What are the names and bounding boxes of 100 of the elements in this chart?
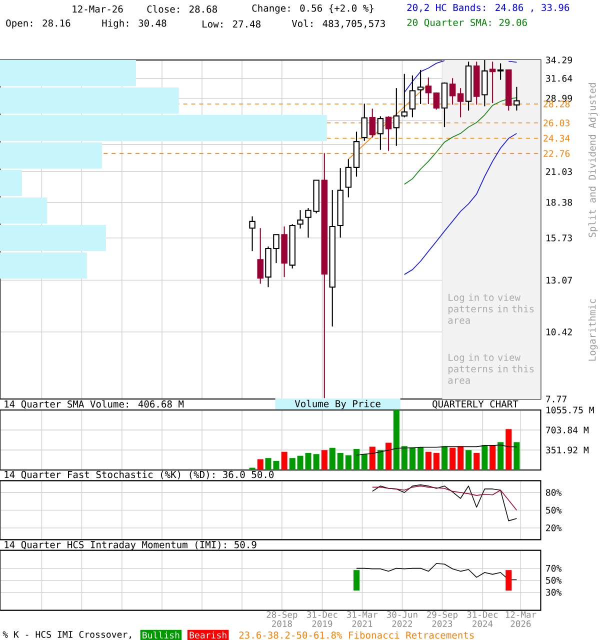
line-series — [372, 484, 518, 522]
y-tick-label: 80% — [546, 489, 562, 496]
bar — [354, 448, 360, 470]
chart-title: 14 Quarter Fast Stochastic (%K) (%D): 36.0 50.0 — [4, 470, 274, 480]
text: 20,2 HC Bands: 24.86 , 33.96 — [407, 4, 570, 12]
candlestick — [361, 103, 368, 142]
candlestick — [449, 78, 456, 106]
ref-line-label: 24.34 — [544, 134, 570, 142]
bar — [474, 452, 480, 470]
text: Close: 28.68 — [147, 5, 217, 13]
candlestick — [297, 210, 304, 230]
y-tick-label: 10.42 — [546, 328, 572, 336]
bar — [345, 455, 352, 470]
y-axis-title: Split and Dividend Adjusted — [588, 83, 598, 238]
candlestick — [401, 73, 408, 118]
text: 12-Mar-26 — [72, 5, 123, 13]
bar — [361, 454, 368, 470]
text: Volume By Price — [294, 400, 380, 410]
y-tick-label: 7.77 — [546, 396, 566, 402]
text: High: 30.48 — [102, 19, 166, 29]
bar — [433, 452, 440, 470]
bar — [409, 447, 416, 470]
bar — [337, 452, 344, 470]
bar — [369, 446, 376, 470]
text: Open: 28.16 — [6, 19, 70, 29]
bar — [393, 410, 400, 470]
y-tick-label: 21.03 — [546, 168, 572, 176]
text: Change: 0.56 {+2.0 %} — [252, 4, 374, 14]
bar — [329, 448, 336, 470]
candlestick — [345, 158, 352, 198]
text: 20 Quarter SMA: 29.06 — [407, 18, 527, 28]
candlestick — [497, 62, 504, 80]
bar — [458, 446, 464, 470]
candlestick — [457, 88, 464, 118]
x-tick-label: 28-Sep 2018 — [266, 611, 298, 628]
y-tick-label: 15.73 — [546, 234, 572, 242]
y-tick-label: 70% — [546, 564, 562, 572]
x-tick-label: 31-Mar 2021 — [346, 611, 378, 628]
candlestick — [433, 92, 440, 110]
text: Vol: 483,705,573 — [292, 20, 385, 28]
y-tick-label: 30% — [546, 588, 562, 596]
legend-title: % K - HCS IMI Crossover, — [2, 631, 131, 639]
candlestick — [393, 88, 400, 146]
candlestick — [425, 76, 432, 105]
x-tick-label: 29-Sep 2023 — [427, 611, 458, 628]
y-tick-label: 20% — [546, 524, 562, 532]
candlestick — [377, 116, 384, 150]
bar — [441, 446, 448, 470]
bar — [249, 468, 256, 470]
y-tick-label: 1055.75 M — [546, 406, 594, 414]
candlestick — [249, 216, 256, 252]
bar — [498, 442, 504, 470]
bar — [506, 429, 512, 470]
bar — [257, 459, 264, 470]
candlestick — [369, 108, 376, 138]
bar — [425, 452, 432, 470]
bar — [297, 456, 304, 470]
y-tick-label: 50% — [546, 576, 562, 584]
bar — [313, 454, 320, 470]
y-tick-label: 18.38 — [546, 198, 572, 206]
candlestick — [514, 86, 520, 112]
candlestick — [385, 116, 392, 152]
line-series — [356, 563, 518, 580]
annotation: Log in to view patterns in this area — [448, 294, 534, 324]
ref-line-label: 26.03 — [544, 119, 570, 126]
text: Bullish — [142, 631, 180, 639]
y-tick-label: 50% — [546, 506, 562, 514]
bar — [490, 445, 496, 470]
x-tick-label: 31-Dec 2019 — [306, 611, 338, 628]
y-tick-label: 34.29 — [546, 56, 572, 64]
candlestick — [257, 228, 264, 284]
chart-title: 14 Quarter HCS Intraday Momentum (IMI): 50.9 — [4, 540, 256, 550]
y-tick-label: 31.64 — [546, 74, 572, 82]
text: QUARTERLY CHART — [432, 400, 518, 409]
chart-title: 14 Quarter SMA Volume: 406.68 M — [4, 400, 184, 409]
text: Bearish — [190, 632, 226, 638]
bar — [514, 442, 520, 470]
x-tick-label: 30-Jun 2022 — [386, 611, 418, 628]
x-tick-label: 31-Dec 2024 — [467, 611, 498, 628]
text: 23.6-38.2-50-61.8% Fibonacci Retracements — [239, 631, 474, 639]
bar — [482, 445, 488, 470]
candlestick — [409, 74, 416, 118]
annotation: Log in to view patterns in this area — [448, 354, 534, 384]
ref-line-label: 28.28 — [544, 100, 570, 108]
bar — [386, 442, 392, 470]
candlestick — [489, 61, 496, 104]
bar — [321, 450, 328, 470]
bar — [418, 447, 424, 470]
bar — [450, 448, 456, 470]
candlestick — [417, 69, 424, 105]
ref-line-label: 22.76 — [544, 150, 570, 157]
line-series — [404, 97, 518, 185]
bar — [289, 458, 296, 470]
bar — [281, 452, 288, 470]
y-tick-label: 703.84 M — [546, 426, 589, 434]
x-tick-label: 12-Mar 2026 — [506, 611, 536, 628]
y-tick-label: 28.99 — [546, 94, 572, 102]
bar — [466, 450, 472, 470]
bar — [401, 446, 408, 470]
y-tick-label: 351.92 M — [546, 446, 589, 454]
